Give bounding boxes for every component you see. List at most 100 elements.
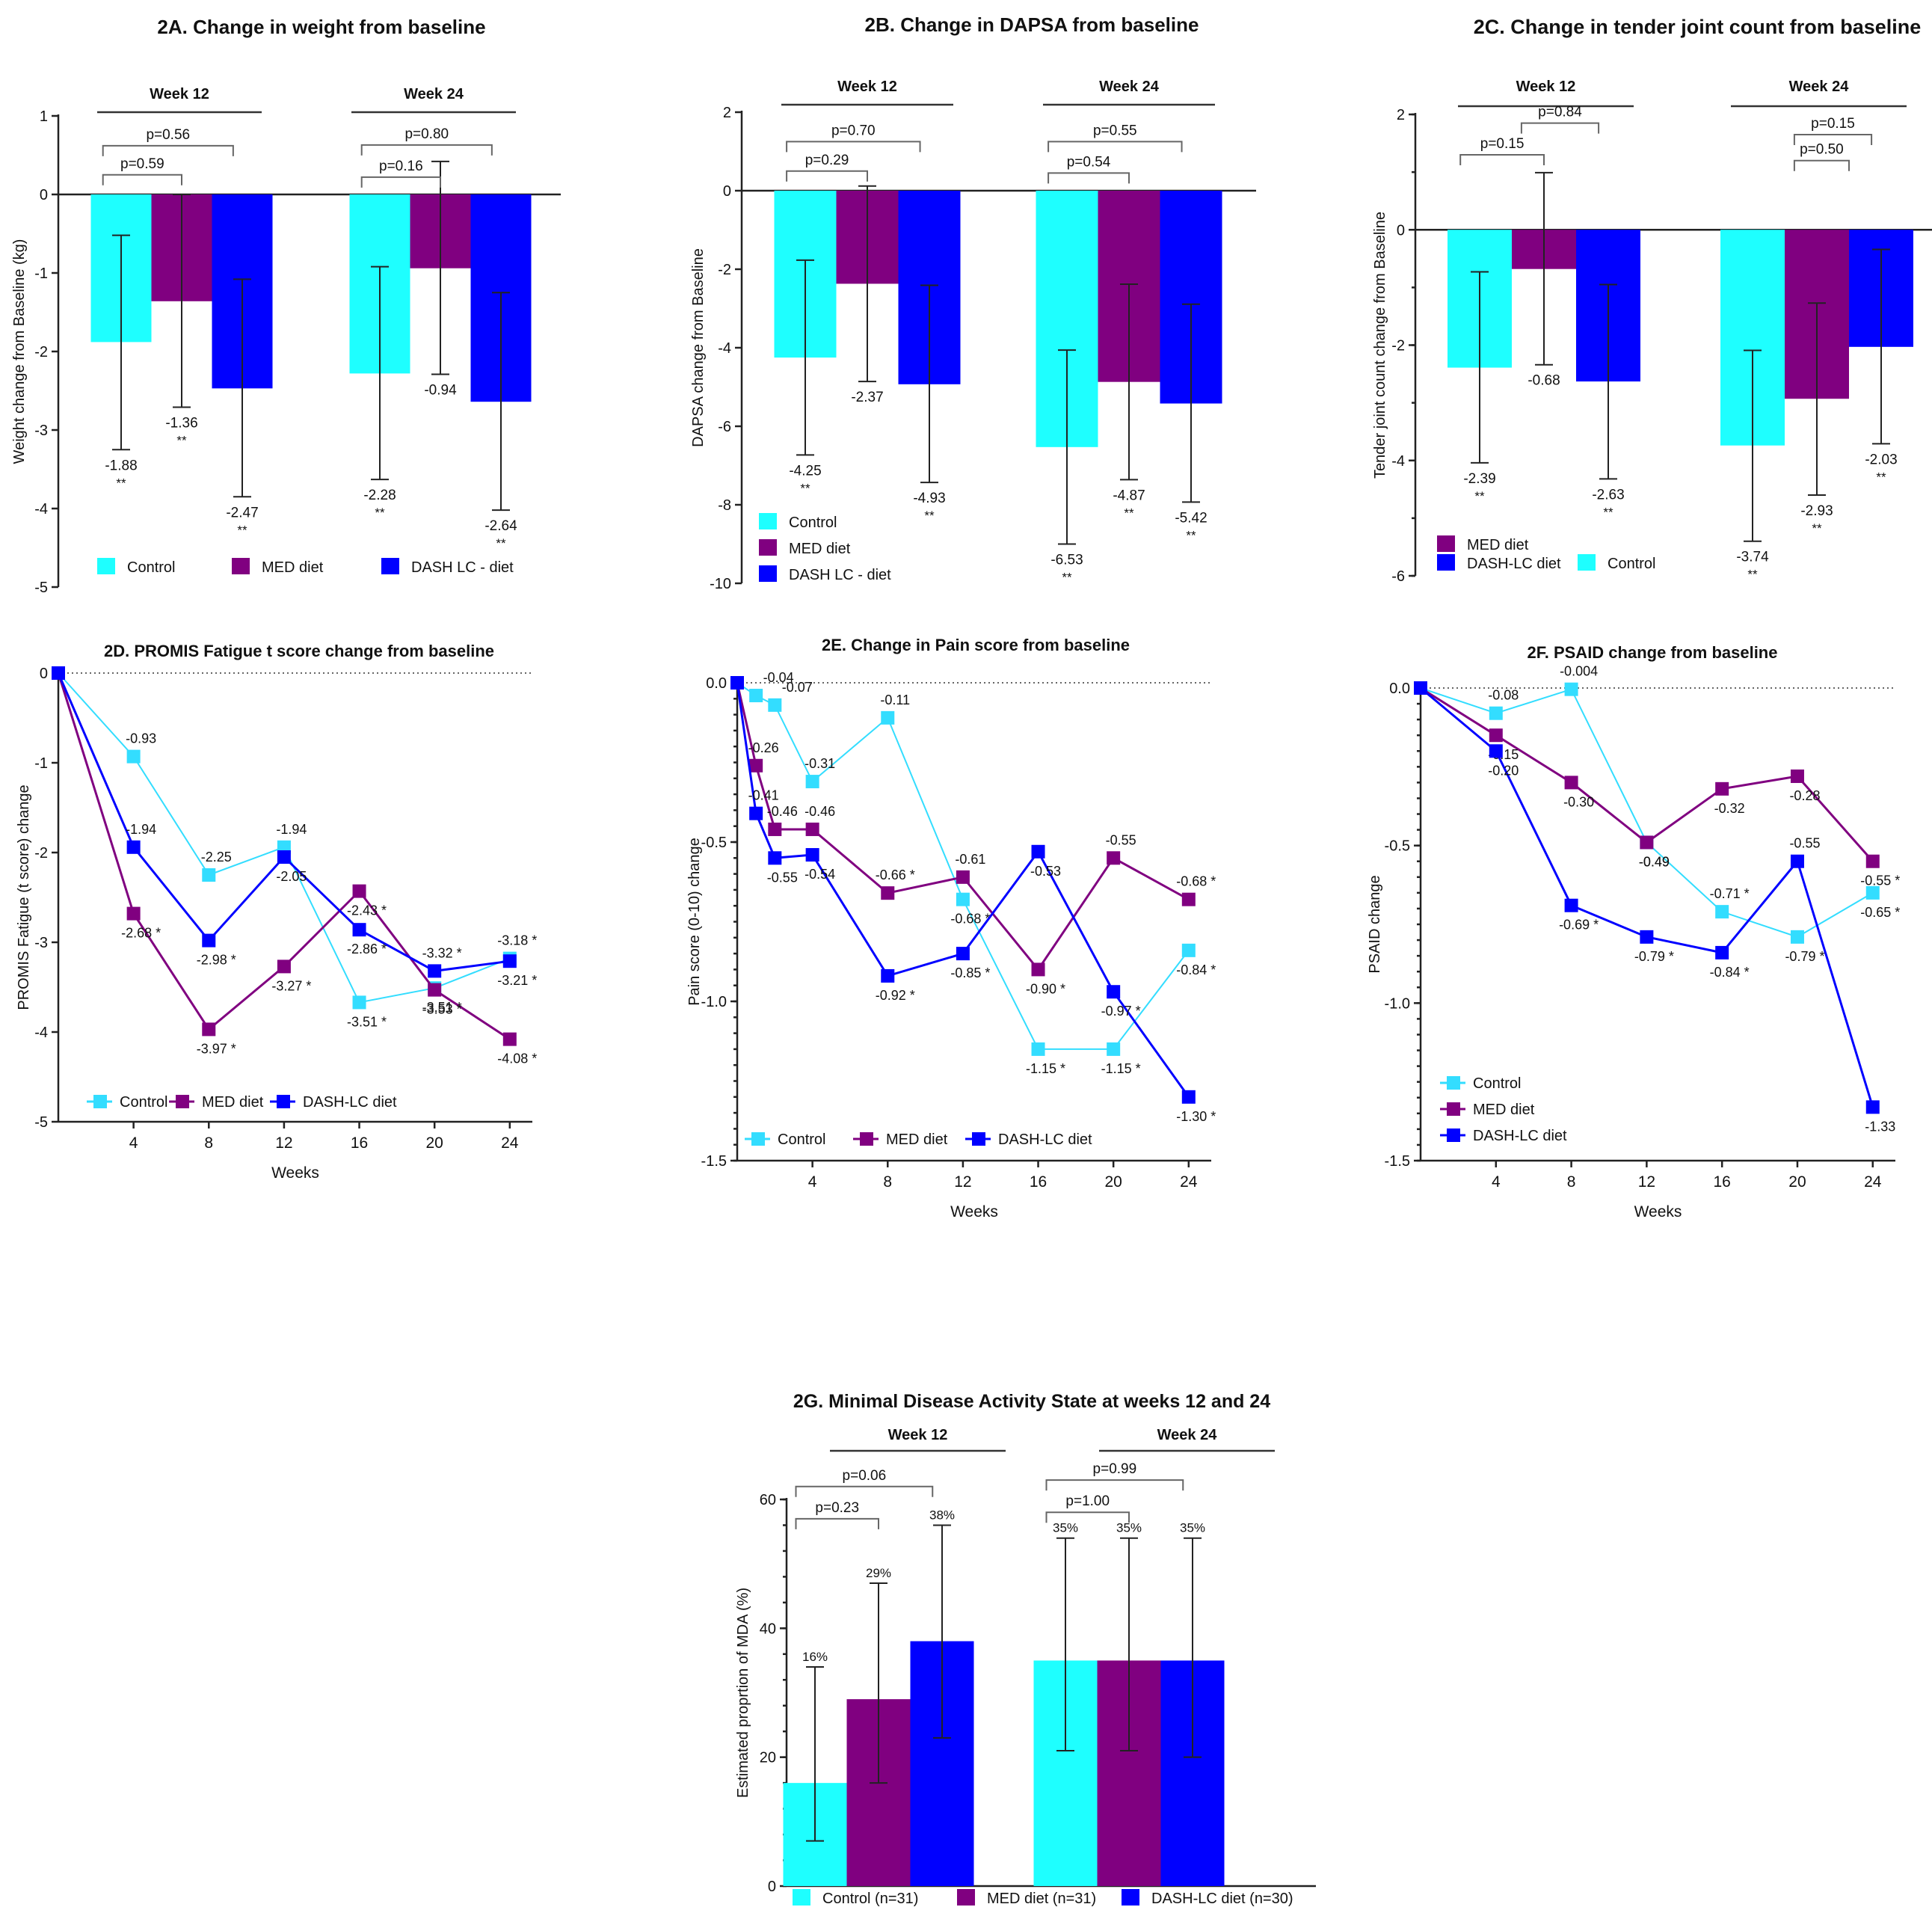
y-tick-label: -10 [710, 576, 731, 592]
legend-item: Control (n=31) [793, 1889, 918, 1907]
data-label: -3.18 * [497, 933, 537, 948]
y-axis-title: Tender joint count change from Baseline [1372, 212, 1388, 479]
chart-panel-2F: 2F. PSAID change from baseline 0.0 -0.5 -1.… [1367, 643, 1900, 1220]
data-point [352, 995, 366, 1010]
legend-label: DASH-LC diet [1473, 1128, 1567, 1144]
y-axis-title: DAPSA change from Baseline [690, 248, 707, 447]
legend-marker [1447, 1076, 1460, 1090]
legend-item: DASH LC - diet [381, 558, 514, 576]
data-point [202, 1022, 216, 1037]
data-label: -1.30 * [1176, 1109, 1216, 1124]
data-point [1414, 681, 1427, 695]
data-point [1564, 898, 1578, 912]
chart-title: 2B. Change in DAPSA from baseline [865, 13, 1199, 36]
data-point [1790, 854, 1804, 868]
legend-label: DASH-LC diet [1467, 556, 1561, 572]
data-point [277, 959, 291, 974]
p-value-label: p=0.56 [146, 127, 190, 143]
legend-item: MED diet [232, 558, 324, 576]
legend-item: MED diet [853, 1131, 948, 1148]
chart-title: 2C. Change in tender joint count from ba… [1474, 16, 1922, 38]
data-point [881, 886, 895, 900]
legend-item: Control [745, 1131, 825, 1148]
p-value-label: p=0.55 [1093, 123, 1137, 138]
x-tick-label: 16 [351, 1134, 368, 1152]
data-point [202, 933, 216, 948]
legend-label: DASH LC - diet [411, 559, 514, 576]
y-tick-label: -0.5 [1385, 838, 1410, 855]
data-point [1715, 905, 1729, 919]
legend-marker [860, 1132, 873, 1146]
y-tick-label: -3 [34, 423, 48, 439]
group-label: Week 24 [404, 86, 464, 102]
data-point [428, 964, 442, 978]
y-axis-title: Estimated proprtion of MDA (%) [735, 1588, 751, 1798]
data-label: -2.98 * [197, 953, 236, 968]
legend-label: Control [127, 559, 175, 576]
data-label: -0.66 * [876, 867, 915, 882]
p-value-label: p=0.23 [815, 1500, 859, 1516]
data-label: -0.46 [805, 804, 835, 819]
y-tick-label: 2 [1397, 107, 1405, 123]
x-tick-label: 20 [425, 1134, 443, 1152]
data-label: -0.53 [1030, 864, 1061, 879]
legend-label: MED diet [789, 541, 851, 557]
data-label: -1.94 [276, 822, 307, 837]
y-tick-label: 0.0 [706, 675, 727, 692]
data-label: -4.08 * [497, 1051, 537, 1066]
p-value-bracket [795, 1485, 934, 1497]
data-point [1031, 962, 1045, 977]
data-point [1790, 930, 1804, 944]
legend-swatch [1578, 554, 1596, 571]
data-point [1865, 854, 1880, 868]
x-tick-label: 4 [1492, 1173, 1501, 1191]
data-label: -0.07 [782, 680, 813, 695]
group-label: Week 12 [837, 79, 897, 95]
y-tick-label: -1.0 [1385, 995, 1410, 1012]
data-label: -0.61 [955, 852, 985, 867]
data-point [1489, 728, 1503, 743]
data-label: -2.28 [363, 488, 396, 503]
data-label: -1.33 [1865, 1119, 1895, 1134]
data-point [352, 884, 366, 898]
legend-label: MED diet [886, 1131, 948, 1148]
legend-marker [1447, 1128, 1460, 1142]
p-value-label: p=0.06 [843, 1468, 887, 1484]
data-point [730, 676, 744, 690]
legend-swatch [759, 539, 777, 556]
legend-swatch [1437, 535, 1455, 552]
data-label: -3.51 * [422, 1000, 462, 1015]
chart-title: 2E. Change in Pain score from baseline [822, 636, 1130, 654]
legend-label: DASH-LC diet [998, 1131, 1092, 1148]
data-label: 35% [1180, 1521, 1205, 1535]
x-tick-label: 8 [204, 1134, 213, 1152]
data-point [1489, 744, 1503, 758]
x-tick-label: 20 [1104, 1173, 1122, 1191]
data-label: -2.68 * [121, 926, 161, 941]
data-label: -0.32 [1714, 801, 1745, 816]
y-tick-label: -6 [1391, 568, 1405, 585]
x-tick-label: 8 [1567, 1173, 1576, 1191]
x-tick-label: 4 [808, 1173, 817, 1191]
y-tick-label: 0.0 [1389, 681, 1410, 697]
data-point [126, 906, 141, 921]
chart-panel-2B: 2B. Change in DAPSA from baseline Week 12… [690, 13, 1256, 592]
data-point [1031, 1042, 1045, 1056]
data-point [749, 806, 763, 820]
significance-mark: ** [800, 481, 810, 495]
legend-marker [277, 1095, 290, 1108]
significance-mark: ** [1124, 506, 1134, 520]
data-point [1564, 776, 1578, 790]
data-label: -1.36 [165, 416, 197, 432]
y-tick-label: -2 [1391, 338, 1405, 354]
data-point [881, 710, 895, 725]
data-point [1564, 682, 1578, 696]
chart-title: 2A. Change in weight from baseline [157, 16, 485, 38]
y-axis-title: Weight change from Baseline (kg) [11, 239, 28, 464]
data-label: -0.84 * [1176, 962, 1216, 977]
x-tick-label: 12 [275, 1134, 292, 1152]
legend-swatch [381, 558, 399, 574]
significance-mark: ** [375, 506, 385, 520]
x-tick-label: 24 [1864, 1173, 1882, 1191]
